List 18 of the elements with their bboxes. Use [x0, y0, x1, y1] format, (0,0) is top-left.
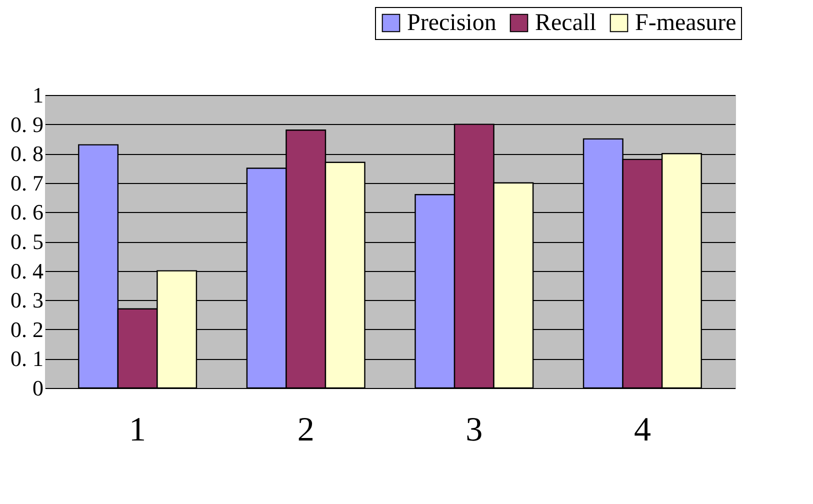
y-tick-label: 0. 9 — [10, 112, 44, 137]
x-tick-label: 4 — [634, 412, 651, 448]
y-tick-label: 0. 8 — [10, 141, 44, 166]
y-tick-label: 1 — [32, 82, 44, 108]
y-tick-label: 0. 1 — [10, 346, 44, 372]
legend-label: Recall — [535, 10, 597, 36]
y-tick-label: 0. 3 — [10, 288, 44, 313]
y-tick-label: 0. 6 — [10, 200, 44, 225]
x-tick-label: 1 — [129, 412, 146, 448]
y-tick-label: 0 — [32, 376, 44, 400]
legend-label: Precision — [407, 10, 496, 36]
y-tick-label: 0. 7 — [10, 170, 44, 196]
x-tick-label: 2 — [297, 412, 314, 448]
y-tick-label: 0. 2 — [10, 316, 44, 342]
x-tick-label: 3 — [466, 412, 483, 448]
y-tick-label: 0. 4 — [10, 258, 44, 284]
y-tick-label: 0. 5 — [10, 229, 44, 254]
legend-label: F-measure — [635, 10, 736, 36]
